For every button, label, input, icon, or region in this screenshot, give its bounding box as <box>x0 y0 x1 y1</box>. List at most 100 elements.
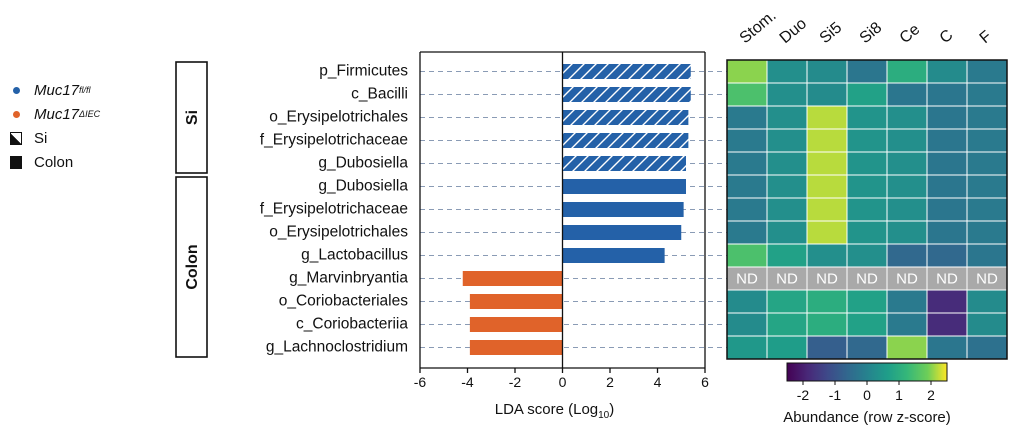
hatched-square-icon <box>10 131 22 145</box>
colorbar-tick-label: -2 <box>797 387 810 403</box>
heatmap-cell <box>926 197 968 222</box>
x-axis-label-sub: 10 <box>598 410 610 421</box>
legend-label: Muc17 <box>34 105 80 123</box>
row-label: g_Dubosiella <box>318 178 408 195</box>
heatmap-cell <box>926 289 968 314</box>
colorbar-tick-label: 1 <box>895 387 903 403</box>
heatmap-cell <box>966 220 1008 245</box>
column-label: Stom. <box>737 7 780 47</box>
row-label: g_Marvinbryantia <box>289 270 408 287</box>
heatmap-cell <box>966 335 1008 360</box>
legend-label: Muc17 <box>34 81 80 99</box>
heatmap-cell <box>966 59 1008 84</box>
heatmap-cell <box>926 243 968 268</box>
heatmap-cell <box>766 151 808 176</box>
group-brackets: Si Colon <box>175 61 208 358</box>
heatmap-cell <box>766 312 808 337</box>
heatmap-cell <box>766 220 808 245</box>
solid-square-icon <box>10 155 22 169</box>
bar <box>562 179 686 194</box>
legend-label: Si <box>34 129 48 147</box>
row-label: p_Firmicutes <box>319 63 408 80</box>
heatmap-border <box>726 59 1008 360</box>
x-axis-label: LDA score (Log10) <box>495 401 615 421</box>
bar <box>562 202 684 217</box>
heatmap-cell <box>886 105 928 130</box>
nd-label: ND <box>976 270 998 287</box>
heatmap-cell <box>966 82 1008 107</box>
group-label: Si <box>184 110 201 125</box>
heatmap-cell <box>886 128 928 153</box>
x-tick-label: 0 <box>559 374 567 390</box>
heatmap-cell <box>966 105 1008 130</box>
colorbar-label: Abundance (row z-score) <box>783 409 951 426</box>
row-label: o_Coriobacteriales <box>279 293 408 310</box>
heatmap-cell <box>846 128 888 153</box>
row-label: g_Lactobacillus <box>301 247 408 264</box>
heatmap-cell <box>726 220 768 245</box>
heatmap-cell <box>766 197 808 222</box>
heatmap-cell <box>926 220 968 245</box>
group-bracket <box>175 61 208 174</box>
legend-label: Colon <box>34 153 74 171</box>
blue-dot-icon <box>12 86 20 94</box>
heatmap-cell <box>926 105 968 130</box>
heatmap-cell <box>806 82 848 107</box>
bar <box>562 87 691 102</box>
bar <box>469 340 563 355</box>
nd-label: ND <box>896 270 918 287</box>
heatmap-cell <box>886 82 928 107</box>
bar <box>562 64 691 79</box>
nd-label: ND <box>936 270 958 287</box>
heatmap-cell <box>766 335 808 360</box>
heatmap-cell <box>846 289 888 314</box>
heatmap-cell <box>806 174 848 199</box>
heatmap-cell <box>926 335 968 360</box>
bar <box>562 225 682 240</box>
heatmap-cell <box>846 174 888 199</box>
x-tick-label: 2 <box>606 374 614 390</box>
bar <box>469 317 563 332</box>
heatmap-cell <box>966 197 1008 222</box>
row-label: c_Coriobacteriia <box>296 316 408 333</box>
heatmap-cell <box>886 335 928 360</box>
nd-label: ND <box>776 270 798 287</box>
legend-item-diec: Muc17 ΔIEC <box>10 102 100 126</box>
heatmap-cell <box>726 128 768 153</box>
bar <box>469 294 563 309</box>
orange-dot-icon <box>12 110 20 118</box>
heatmap-cell <box>766 243 808 268</box>
heatmap-cell <box>846 105 888 130</box>
heatmap-cell <box>886 174 928 199</box>
heatmap-cell <box>726 243 768 268</box>
x-tick-label: -6 <box>414 374 427 390</box>
column-label: Si8 <box>857 19 886 47</box>
heatmap-cell <box>726 82 768 107</box>
heatmap-cell <box>806 243 848 268</box>
colorbar-tick-label: 0 <box>863 387 871 403</box>
heatmap-cell <box>886 243 928 268</box>
heatmap-cell <box>846 243 888 268</box>
heatmap-cell <box>886 59 928 84</box>
column-label: C <box>937 27 957 47</box>
bar <box>562 110 689 125</box>
heatmap-cell <box>766 82 808 107</box>
heatmap-cell <box>726 312 768 337</box>
group-label: Colon <box>184 244 201 289</box>
heatmap-cell <box>966 289 1008 314</box>
legend: Muc17 fl/fl Muc17 ΔIEC Si Colon <box>10 78 100 174</box>
legend-sup: ΔIEC <box>79 109 101 119</box>
heatmap-cell <box>806 59 848 84</box>
legend-item-flfl: Muc17 fl/fl <box>10 78 100 102</box>
x-tick-label: 6 <box>701 374 709 390</box>
heatmap-cell <box>806 335 848 360</box>
column-label: Si5 <box>817 19 846 47</box>
column-label: F <box>977 28 996 47</box>
heatmap-cell <box>846 59 888 84</box>
row-label: o_Erysipelotrichales <box>269 109 408 126</box>
heatmap-cell <box>766 174 808 199</box>
heatmap-cell <box>926 82 968 107</box>
x-axis-label-close: ) <box>609 401 614 418</box>
x-tick-label: 4 <box>654 374 662 390</box>
heatmap-cell <box>846 335 888 360</box>
